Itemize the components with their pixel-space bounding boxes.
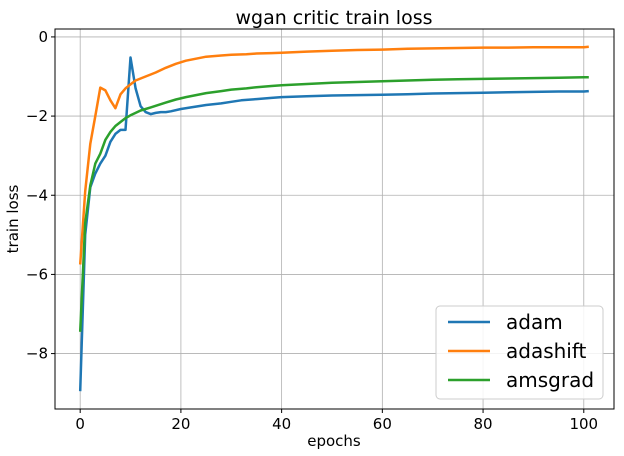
legend-label-amsgrad: amsgrad [506, 368, 594, 392]
series-line-adam [78, 56, 589, 392]
y-tick-label: −4 [26, 186, 48, 204]
legend-box [435, 305, 604, 400]
plot-frame [54, 28, 615, 410]
x-tick-label: 0 [75, 415, 85, 433]
y-tick-label: −6 [26, 265, 48, 283]
legend: adam adashift amsgrad [435, 305, 604, 400]
chart-title: wgan critic train loss [235, 7, 432, 29]
grid [55, 29, 614, 409]
series-line-amsgrad [78, 76, 589, 332]
series-line-adashift [78, 45, 589, 265]
legend-label-adashift: adashift [506, 339, 587, 363]
x-tick-label: 20 [171, 415, 190, 433]
series-lines [78, 45, 589, 392]
y-tick-label: 0 [38, 28, 48, 46]
x-tick-label: 80 [474, 415, 493, 433]
x-tick-label: 60 [373, 415, 392, 433]
x-axis-label: epochs [307, 432, 361, 450]
y-tick-label: −8 [26, 345, 48, 363]
x-tick-label: 100 [569, 415, 598, 433]
x-tick-label: 40 [272, 415, 291, 433]
x-axis-ticks: 0 20 40 60 80 100 [75, 409, 598, 433]
y-axis-ticks: −8 −6 −4 −2 0 [26, 28, 55, 363]
y-tick-label: −2 [26, 107, 48, 125]
y-axis-label: train loss [4, 184, 22, 253]
legend-label-adam: adam [506, 310, 563, 334]
